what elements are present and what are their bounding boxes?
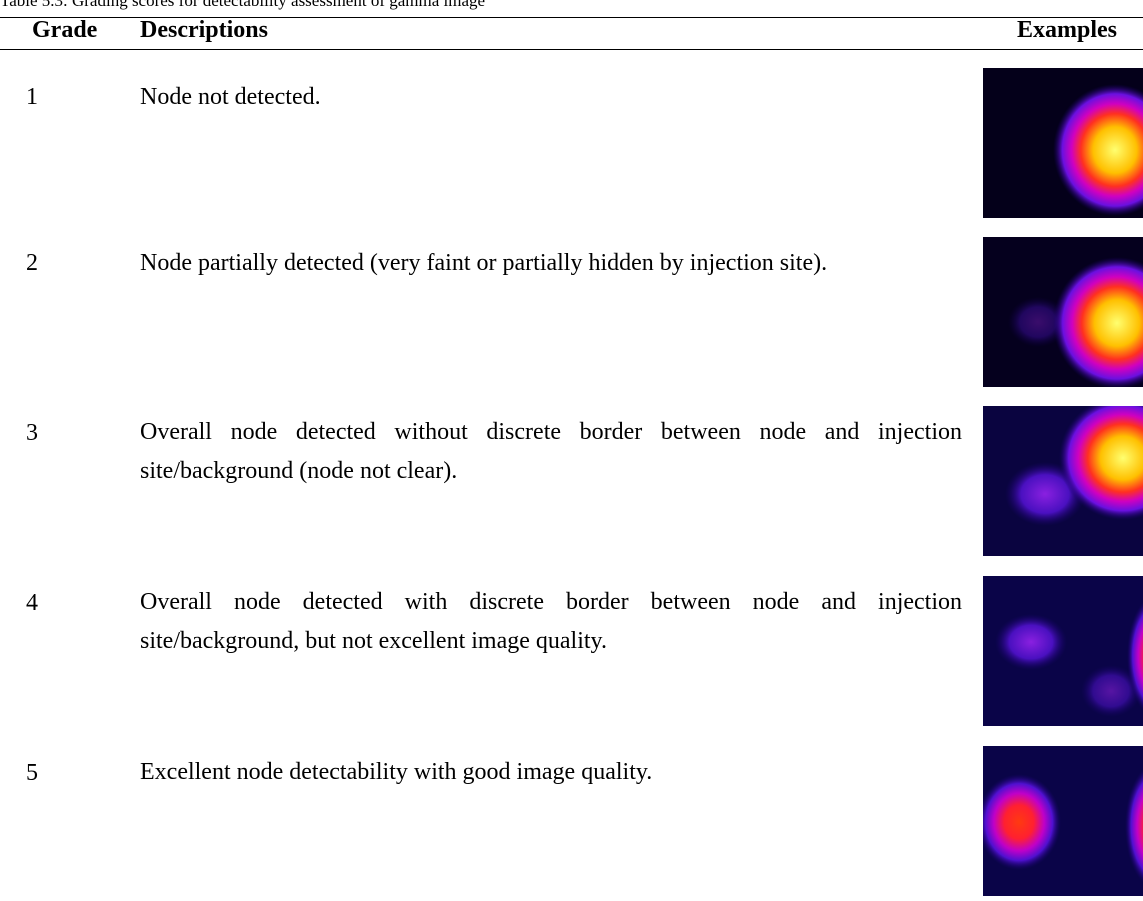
example-image	[983, 576, 1143, 726]
description: Overall node detected with discrete bord…	[140, 589, 962, 654]
header-rule	[0, 49, 1143, 50]
description: Overall node detected without discrete b…	[140, 419, 962, 484]
description: Node partially detected (very faint or p…	[140, 250, 828, 276]
grade: 2	[26, 250, 38, 276]
caption: Table 5.3: Grading scores for detectabil…	[0, 0, 486, 10]
grade: 1	[26, 84, 38, 110]
grade: 5	[26, 760, 38, 786]
example-image	[983, 237, 1143, 387]
example-image	[983, 746, 1143, 896]
example-image	[983, 68, 1143, 218]
grade: 3	[26, 420, 38, 446]
description: Excellent node detectability with good i…	[140, 759, 653, 785]
top-rule	[0, 17, 1143, 18]
example-image	[983, 406, 1143, 556]
header-examples: Examples	[1016, 17, 1117, 43]
header-grade: Grade	[32, 17, 98, 43]
grade: 4	[26, 590, 38, 616]
description: Node not detected.	[140, 84, 321, 110]
header-descriptions: Descriptions	[140, 17, 268, 43]
